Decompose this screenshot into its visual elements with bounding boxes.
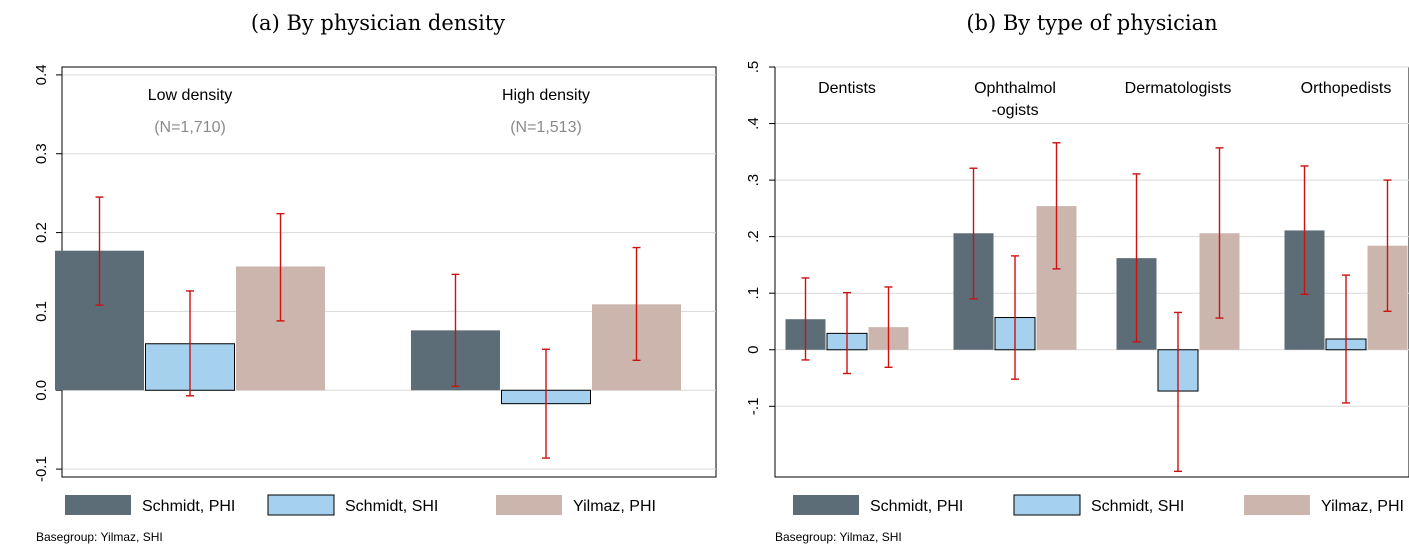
y-tick-label: .2 xyxy=(745,230,762,243)
legend-swatch xyxy=(1244,495,1310,515)
panel-b-title: (b) By type of physician xyxy=(966,11,1217,35)
group-label: -ogists xyxy=(991,102,1038,119)
y-tick-label: 0.3 xyxy=(33,143,50,164)
y-tick-label: .5 xyxy=(745,61,762,74)
group-label: Ophthalmol xyxy=(974,80,1056,97)
legend-label: Yilmaz, PHI xyxy=(573,498,656,515)
legend-label: Schmidt, SHI xyxy=(1091,498,1184,515)
panel-b-groups: Dentists Ophthalmol -ogists Dermatologists O… xyxy=(818,80,1391,119)
panel-a-note: Basegroup: Yilmaz, SHI xyxy=(36,530,163,544)
panel-b-note: Basegroup: Yilmaz, SHI xyxy=(775,530,902,544)
panel-b-bars xyxy=(785,206,1408,392)
legend-label: Yilmaz, PHI xyxy=(1321,498,1404,515)
y-tick-label: 0.2 xyxy=(33,222,50,243)
panel-a-bars xyxy=(55,250,681,405)
legend-swatch xyxy=(65,495,131,515)
group-label: High density xyxy=(502,87,590,104)
y-tick-label: 0 xyxy=(745,346,762,354)
group-n-label: (N=1,710) xyxy=(154,119,226,136)
legend-swatch xyxy=(793,495,859,515)
panel-b-legend: Schmidt, PHI Schmidt, SHI Yilmaz, PHI xyxy=(793,494,1404,516)
y-tick-label: .1 xyxy=(745,287,762,300)
legend-swatch xyxy=(267,494,335,516)
y-tick-label: -0.1 xyxy=(33,456,50,482)
panel-b-y-ticks: -.1 0 .1 .2 .3 .4 .5 xyxy=(745,61,776,477)
y-tick-label: -.1 xyxy=(745,398,762,416)
y-tick-label: 0.4 xyxy=(33,64,50,85)
legend-label: Schmidt, PHI xyxy=(870,498,963,515)
y-tick-label: .3 xyxy=(745,174,762,187)
legend-label: Schmidt, SHI xyxy=(345,498,438,515)
y-tick-label: 0.1 xyxy=(33,301,50,322)
legend-label: Schmidt, PHI xyxy=(142,498,235,515)
group-label: Dermatologists xyxy=(1125,80,1232,97)
legend-swatch xyxy=(1013,494,1081,516)
group-label: Low density xyxy=(148,87,233,104)
panel-a: (a) By physician density -0.1 0.0 0.1 0.2 0.… xyxy=(33,11,717,544)
y-tick-label: .4 xyxy=(745,117,762,130)
group-label: Dentists xyxy=(818,80,876,97)
panel-a-legend: Schmidt, PHI Schmidt, SHI Yilmaz, PHI xyxy=(65,494,656,516)
legend-swatch xyxy=(496,495,562,515)
panel-b: (b) By type of physician -.10.1.2.3.4.5 … xyxy=(745,11,1409,544)
panel-b-error-bars xyxy=(801,142,1392,473)
panel-a-groups: Low density (N=1,710) High density (N=1,513… xyxy=(148,87,590,136)
group-label: Orthopedists xyxy=(1301,80,1392,97)
panel-a-title: (a) By physician density xyxy=(251,11,505,35)
panel-a-error-bars xyxy=(95,196,641,459)
panel-a-y-ticks: -0.1 0.0 0.1 0.2 0.3 0.4 xyxy=(33,64,63,482)
group-n-label: (N=1,513) xyxy=(510,119,582,136)
y-tick-label: 0.0 xyxy=(33,380,50,401)
